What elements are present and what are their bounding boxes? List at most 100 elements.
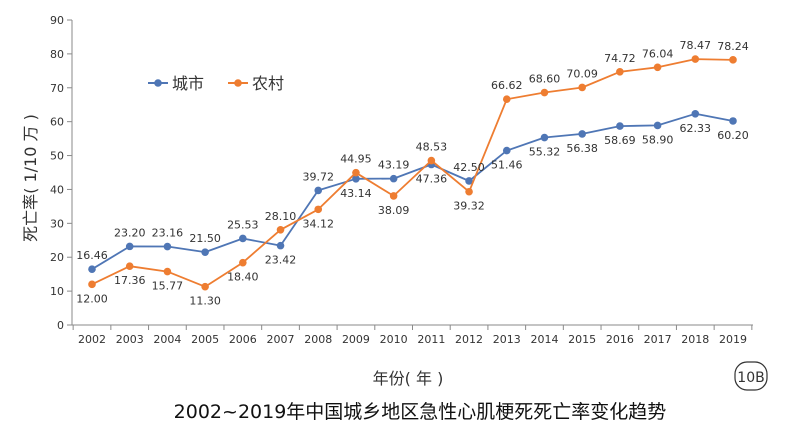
- series-line-urban: [91, 112, 734, 270]
- data-label-rural: 39.32: [453, 200, 485, 213]
- legend-marker-urban: [154, 79, 162, 87]
- x-tick-label: 2006: [229, 333, 257, 346]
- data-point-rural: [729, 56, 737, 64]
- data-point-urban: [314, 186, 323, 195]
- x-tick-label: 2003: [116, 333, 144, 346]
- data-point-rural: [691, 55, 700, 63]
- data-label-rural: 48.53: [416, 141, 448, 154]
- data-label-urban: 39.72: [302, 170, 334, 183]
- x-tick-label: 2002: [78, 333, 106, 346]
- data-point-urban: [729, 117, 737, 125]
- y-tick-label: 30: [50, 217, 64, 230]
- data-label-urban: 60.20: [717, 129, 749, 142]
- data-label-urban: 58.69: [604, 134, 636, 147]
- data-label-urban: 56.38: [566, 142, 598, 155]
- data-label-rural: 28.10: [265, 210, 297, 223]
- data-point-rural: [352, 168, 360, 177]
- x-tick-label: 2019: [719, 333, 747, 346]
- data-label-urban: 62.33: [680, 122, 712, 135]
- x-tick-label: 2016: [606, 333, 634, 346]
- badge: 10B: [734, 361, 768, 391]
- data-point-rural: [427, 156, 436, 165]
- badge-frame: [734, 361, 768, 391]
- data-label-rural: 66.62: [491, 79, 523, 92]
- data-point-urban: [465, 177, 473, 185]
- data-label-urban: 23.42: [265, 254, 297, 267]
- data-label-rural: 68.60: [529, 73, 561, 86]
- y-tick-label: 50: [50, 150, 64, 163]
- data-label-rural: 74.72: [604, 52, 636, 65]
- data-label-urban: 47.36: [416, 173, 448, 186]
- data-point-urban: [653, 121, 662, 130]
- data-label-urban: 55.32: [529, 146, 561, 159]
- data-label-rural: 12.00: [76, 292, 108, 305]
- data-point-rural: [201, 282, 209, 291]
- x-tick-label: 2018: [681, 333, 709, 346]
- data-label-rural: 44.95: [340, 153, 372, 166]
- data-label-rural: 38.09: [378, 204, 410, 217]
- data-point-urban: [125, 242, 134, 251]
- data-point-urban: [239, 234, 247, 243]
- data-label-urban: 25.53: [227, 218, 259, 231]
- data-point-urban: [540, 133, 549, 142]
- legend: 城市 农村: [148, 74, 284, 93]
- x-axis-title: 年份( 年 ): [373, 369, 444, 388]
- data-label-rural: 78.47: [680, 39, 712, 52]
- data-point-rural: [163, 267, 172, 276]
- data-label-urban: 23.16: [152, 227, 184, 240]
- data-point-rural: [125, 262, 134, 270]
- x-tick-label: 2012: [455, 333, 483, 346]
- y-tick-label: 10: [50, 285, 64, 298]
- data-point-urban: [389, 174, 398, 183]
- legend-label-rural: 农村: [252, 74, 284, 93]
- data-point-urban: [88, 265, 96, 274]
- data-point-rural: [502, 95, 511, 104]
- data-label-rural: 70.09: [566, 67, 598, 80]
- data-point-rural: [314, 205, 323, 214]
- data-point-urban: [691, 109, 700, 118]
- data-point-urban: [201, 248, 209, 256]
- x-tick-label: 2014: [530, 333, 558, 346]
- x-tick-label: 2013: [493, 333, 521, 346]
- y-tick-label: 0: [57, 319, 64, 332]
- data-label-rural: 18.40: [227, 271, 259, 284]
- data-label-rural: 34.12: [302, 217, 334, 230]
- data-point-rural: [616, 67, 624, 76]
- data-label-rural: 78.24: [717, 40, 749, 53]
- data-point-urban: [352, 175, 360, 183]
- x-tick-label: 2009: [342, 333, 370, 346]
- y-tick-label: 90: [50, 14, 64, 27]
- data-point-rural: [578, 83, 586, 92]
- y-tick-label: 20: [50, 251, 64, 264]
- series-lines: [88, 55, 737, 291]
- x-tick-label: 2008: [304, 333, 332, 346]
- data-point-urban: [578, 130, 586, 138]
- chart-title: 2002~2019年中国城乡地区急性心肌梗死死亡率变化趋势: [174, 401, 667, 423]
- data-label-urban: 42.50: [453, 161, 485, 174]
- data-point-rural: [88, 280, 96, 289]
- y-tick-label: 80: [50, 48, 64, 61]
- x-tick-label: 2004: [153, 333, 181, 346]
- data-label-rural: 76.04: [642, 47, 674, 60]
- data-label-rural: 11.30: [189, 295, 221, 308]
- data-point-rural: [540, 88, 549, 97]
- data-labels: 16.46 12.00 23.20 17.36 23.16 15.77 21.50 11.30…: [76, 39, 749, 308]
- data-label-urban: 43.14: [340, 187, 372, 200]
- legend-label-urban: 城市: [172, 74, 204, 93]
- data-point-urban: [502, 146, 511, 155]
- data-point-rural: [389, 192, 398, 200]
- y-tick-label: 40: [50, 183, 64, 196]
- data-point-rural: [276, 225, 285, 234]
- x-tick-label: 2010: [380, 333, 408, 346]
- data-point-urban: [163, 242, 172, 251]
- data-point-urban: [276, 241, 285, 250]
- series-line-rural: [91, 58, 734, 288]
- data-point-urban: [616, 122, 624, 130]
- data-label-urban: 23.20: [114, 226, 146, 239]
- data-point-rural: [465, 187, 473, 196]
- y-tick-label: 70: [50, 82, 64, 95]
- x-tick-label: 2011: [417, 333, 445, 346]
- y-axis-title: 死亡率( 1/10 万 ): [21, 114, 40, 242]
- data-point-rural: [653, 63, 662, 72]
